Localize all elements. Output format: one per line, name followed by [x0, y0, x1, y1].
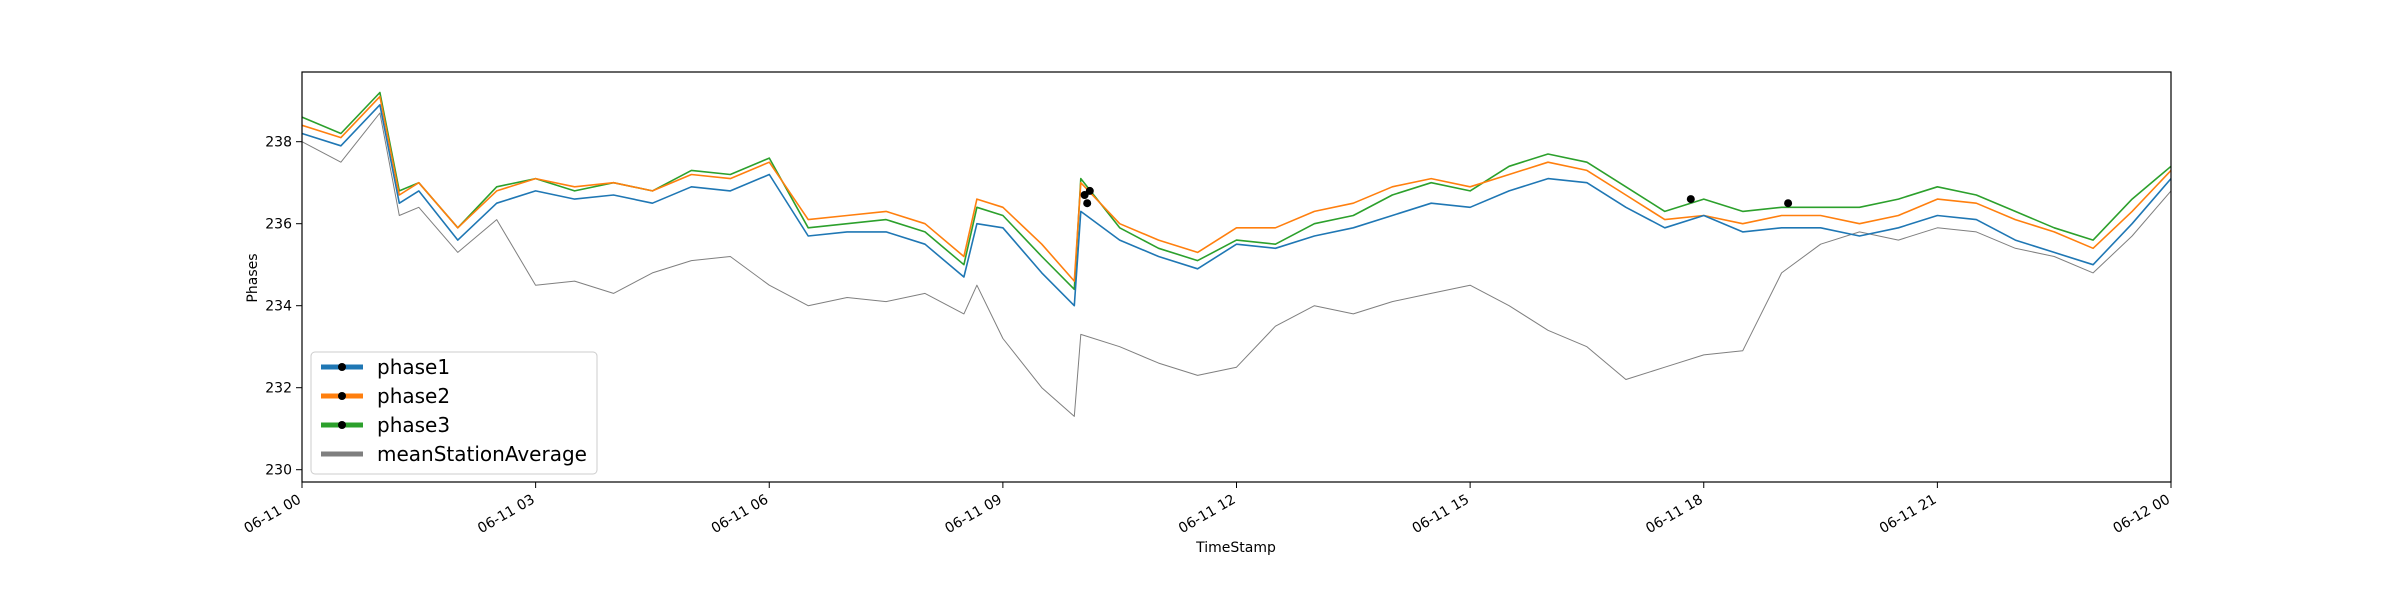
x-tick-label: 06-12 00 — [2110, 492, 2173, 537]
y-tick-label: 230 — [265, 463, 292, 479]
y-tick-label: 236 — [265, 217, 292, 233]
marker-point-phase1 — [1083, 199, 1092, 208]
legend-label-meanStationAverage: meanStationAverage — [377, 442, 587, 466]
marker-point-phase3 — [1080, 191, 1089, 199]
x-tick-label: 06-11 18 — [1643, 492, 1706, 537]
x-tick-label: 06-11 03 — [475, 492, 538, 537]
y-tick-label: 234 — [265, 299, 292, 315]
legend-label-phase3: phase3 — [377, 413, 450, 437]
series-line-phase1 — [301, 104, 2172, 307]
x-axis: 06-11 00 06-11 03 06-11 06 06-11 09 06-11 12… — [241, 482, 2173, 537]
series-layer — [301, 91, 2172, 417]
legend-label-phase1: phase1 — [377, 355, 450, 379]
legend-marker-phase3 — [338, 421, 346, 429]
series-line-meanStationAverage — [301, 112, 2172, 417]
y-tick-label: 232 — [265, 381, 292, 397]
legend-marker-phase2 — [338, 392, 346, 400]
x-tick-label: 06-11 06 — [709, 492, 772, 537]
marker-point-phase3 — [1784, 199, 1793, 208]
x-tick-label: 06-11 12 — [1176, 492, 1239, 537]
x-tick-label: 06-11 15 — [1410, 492, 1473, 537]
legend-marker-phase1 — [338, 363, 346, 371]
x-tick-label: 06-11 09 — [942, 492, 1005, 537]
legend-label-phase2: phase2 — [377, 384, 450, 408]
marker-point-phase3 — [1686, 195, 1695, 204]
y-axis-label: Phases — [245, 253, 261, 302]
y-tick-label: 238 — [265, 135, 292, 151]
legend: phase1 phase2 phase3 meanStationAverage — [310, 351, 598, 475]
series-line-phase2 — [301, 95, 2172, 282]
series-line-phase3 — [301, 91, 2172, 291]
x-axis-label: TimeStamp — [1195, 540, 1276, 556]
x-tick-label: 06-11 21 — [1877, 492, 1940, 537]
x-tick-label: 06-11 00 — [241, 492, 304, 537]
y-axis: 230 232 234 236 238 — [265, 135, 302, 479]
legend-box — [310, 351, 598, 475]
